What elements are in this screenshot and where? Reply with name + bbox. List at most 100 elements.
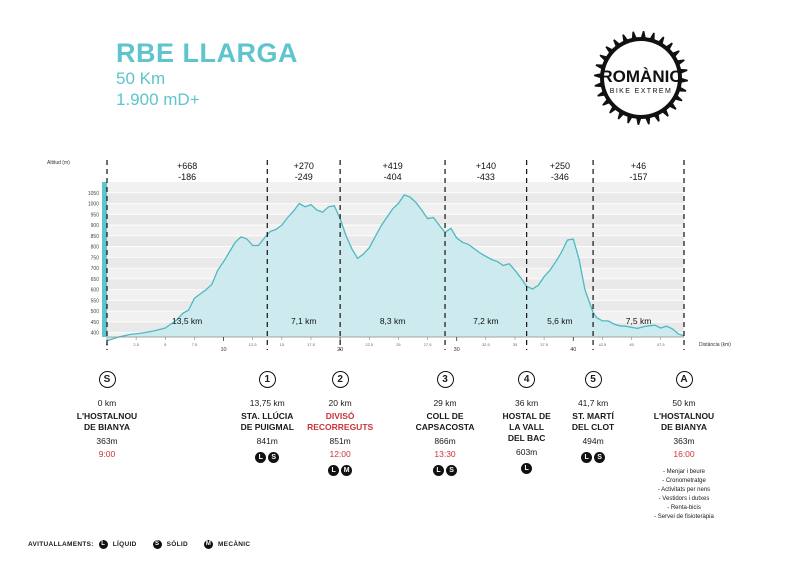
y-tick-label: 850 [91,234,100,240]
solid-icon: S [268,452,280,463]
stop-altitude: 851m [329,436,351,446]
legend-solid: SÒLID [166,541,188,548]
liquid-icon: L [98,540,108,549]
x-axis: 02.557.512.51517.522.52527.532.53537.542… [106,336,684,353]
segment-gain: +250 [550,161,570,171]
service-item: - Vestidors i dutxes [658,496,710,502]
y-axis-bar [102,182,107,337]
stop-altitude: 363m [96,436,118,446]
segment-distance: 13,5 km [172,316,202,326]
mechanic-icon: M [203,540,213,549]
stop-altitude: 494m [582,436,604,446]
segment-gain: +419 [382,161,402,171]
logo-tagline: BIKE EXTREM [610,88,672,95]
segment-loss: -157 [630,172,648,182]
stop-1: 1 13,75 km STA. LLÚCIA DE PUIGMAL 841m L S [212,371,322,463]
segment-gain: +46 [631,161,646,171]
stop-5: 5 41,7 km ST. MARTÍ DEL CLOT 494m L S [538,371,648,463]
liquid-icon: L [328,465,340,476]
stop-name: COLL DE [426,411,464,421]
stop-time: 12:00 [329,449,351,459]
stop-km: 20 km [328,398,352,408]
stop-altitude: 841m [256,436,278,446]
stop-km: 13,75 km [249,398,285,408]
stop-name: DEL CLOT [571,422,615,432]
stop-marker: 4 [518,371,536,388]
legend-liquid: LÍQUID [112,541,137,548]
stop-a: A 50 km L'HOSTALNOU DE BIANYA 363m 16:00 - Men… [629,371,739,522]
y-tick-label: 1000 [88,202,99,208]
segment-dividers [106,160,685,350]
services-list: - Menjar i beure - Cronometratge - Activit… [629,468,739,522]
stop-name: DE BIANYA [661,422,707,432]
stop-time: 9:00 [98,449,116,459]
stop-3: 3 29 km COLL DE CAPSACOSTA 866m 13:30 L S [390,371,500,476]
segment-gain: +270 [294,161,314,171]
legend: AVITUALLAMENTS: L LÍQUID S SÒLID M MECÀN… [28,540,250,549]
x-tick-label-major: 40 [570,347,576,353]
x-tick-label: 27.5 [424,342,433,347]
stop-marker: 1 [258,371,276,388]
x-tick-label: 47.5 [657,342,666,347]
segment-gain: +668 [177,161,197,171]
y-tick-label: 750 [91,255,100,261]
stop-name: L'HOSTALNOU [653,411,715,421]
stop-name: HOSTAL DE [502,411,551,421]
x-tick-label: 2.5 [133,342,139,347]
x-tick-label: 15 [280,342,285,347]
x-tick-label: 22.5 [365,342,374,347]
segment-distance: 7,2 km [473,316,499,326]
liquid-icon: L [581,452,593,463]
segment-loss: -249 [295,172,313,182]
stop-name: STA. LLÚCIA [241,411,294,421]
segment-distance: 5,6 km [547,316,573,326]
logo-brand: ROMÀNIC [600,67,681,86]
segment-loss: -186 [178,172,196,182]
stop-marker: 5 [584,371,602,388]
segment-loss: -433 [477,172,495,182]
stop-name: RECORREGUTS [307,422,374,432]
segment-distance: 7,1 km [291,316,317,326]
y-axis-label: Altitud (m) [47,160,70,166]
y-tick-label: 400 [91,331,100,337]
x-axis-label: Distància (km) [699,342,731,348]
stop-altitude: 363m [673,436,695,446]
y-tick-label: 650 [91,277,100,283]
stop-km: 36 km [515,398,539,408]
y-tick-label: 800 [91,245,100,251]
x-tick-label: 25 [396,342,401,347]
x-tick-label: 42.5 [599,342,608,347]
segment-gain: +140 [476,161,496,171]
stop-name: L'HOSTALNOU [76,411,138,421]
service-item: - Servei de fisioteràpia [654,514,714,520]
elevation-line [106,194,685,342]
solid-icon: S [446,465,458,476]
stop-km: 29 km [433,398,457,408]
y-axis: 400 450 500 550 600 650 700 750 800 850 900 950 1000… [88,182,107,337]
segment-loss: -346 [551,172,569,182]
x-tick-label: 32.5 [482,342,491,347]
elevation-fill [107,194,684,341]
route-elevation: 1.900 mD+ [116,90,200,109]
x-tick-label-major: 30 [454,347,460,353]
x-tick-label: 45 [629,342,634,347]
stop-km: 0 km [97,398,117,408]
stop-supplies: L [472,463,582,474]
y-tick-label: 950 [91,212,100,218]
romanic-logo: ROMÀNIC BIKE EXTREM [594,31,688,125]
x-tick-label: 12.5 [249,342,258,347]
elevation-area [106,194,685,342]
y-tick-label: 1050 [88,191,99,197]
y-tick-label: 500 [91,309,100,315]
service-item: - Cronometratge [662,478,706,484]
solid-icon: S [152,540,162,549]
stop-name: CAPSACOSTA [415,422,475,432]
liquid-icon: L [433,465,445,476]
stop-km: 41,7 km [577,398,609,408]
x-tick-label: 35 [513,342,518,347]
segment-distance: 7,5 km [626,316,652,326]
y-tick-label: 700 [91,266,100,272]
